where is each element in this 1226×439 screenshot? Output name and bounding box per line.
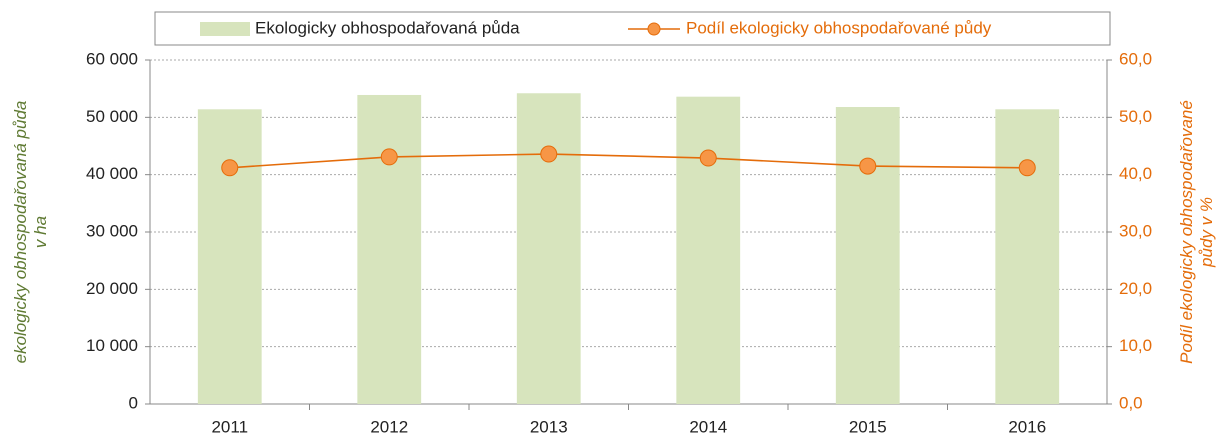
y2-tick-label: 20,0 [1119, 279, 1152, 298]
marker [699, 149, 717, 167]
marker [859, 157, 877, 175]
y-axis-title-line: v ha [31, 216, 50, 248]
line [229, 153, 1028, 169]
legend-marker [647, 22, 661, 36]
bar [676, 96, 741, 405]
bar [357, 94, 422, 405]
y2-tick-label: 60,0 [1119, 49, 1152, 68]
y2-axis-title-line: půdy v % [1197, 197, 1216, 268]
marker [1018, 159, 1036, 177]
y-axis-title-line: ekologicky obhospodařovaná půda [11, 101, 30, 364]
bar [995, 109, 1060, 404]
bar [516, 93, 581, 405]
y2-axis-title-line: Podíl ekologicky obhospodařované [1177, 100, 1196, 364]
y-tick-label: 0 [129, 393, 138, 412]
x-tick-label: 2016 [1008, 417, 1046, 436]
marker [380, 148, 398, 166]
y2-tick-label: 50,0 [1119, 107, 1152, 126]
x-tick-label: 2014 [689, 417, 727, 436]
x-tick-label: 2015 [849, 417, 887, 436]
y-axis-title: ekologicky obhospodařovaná půdav ha [11, 101, 50, 364]
bar [197, 109, 262, 404]
y2-tick-label: 0,0 [1119, 393, 1143, 412]
y-tick-label: 30 000 [86, 221, 138, 240]
y-tick-label: 20 000 [86, 279, 138, 298]
y2-tick-label: 40,0 [1119, 164, 1152, 183]
marker [540, 145, 558, 163]
x-tick-label: 2013 [530, 417, 568, 436]
y2-tick-label: 10,0 [1119, 336, 1152, 355]
marker [221, 159, 239, 177]
y-tick-label: 10 000 [86, 336, 138, 355]
x-tick-label: 2011 [211, 417, 248, 436]
y-tick-label: 50 000 [86, 107, 138, 126]
y2-axis-title: Podíl ekologicky obhospodařovanépůdy v % [1177, 100, 1216, 364]
bar [835, 107, 900, 404]
y2-tick-label: 30,0 [1119, 221, 1152, 240]
legend-label: Ekologicky obhospodařovaná půda [255, 18, 520, 37]
y-tick-label: 40 000 [86, 164, 138, 183]
y-tick-label: 60 000 [86, 49, 138, 68]
legend-label: Podíl ekologicky obhospodařované půdy [686, 18, 992, 37]
legend-swatch [200, 22, 250, 36]
x-tick-label: 2012 [370, 417, 408, 436]
